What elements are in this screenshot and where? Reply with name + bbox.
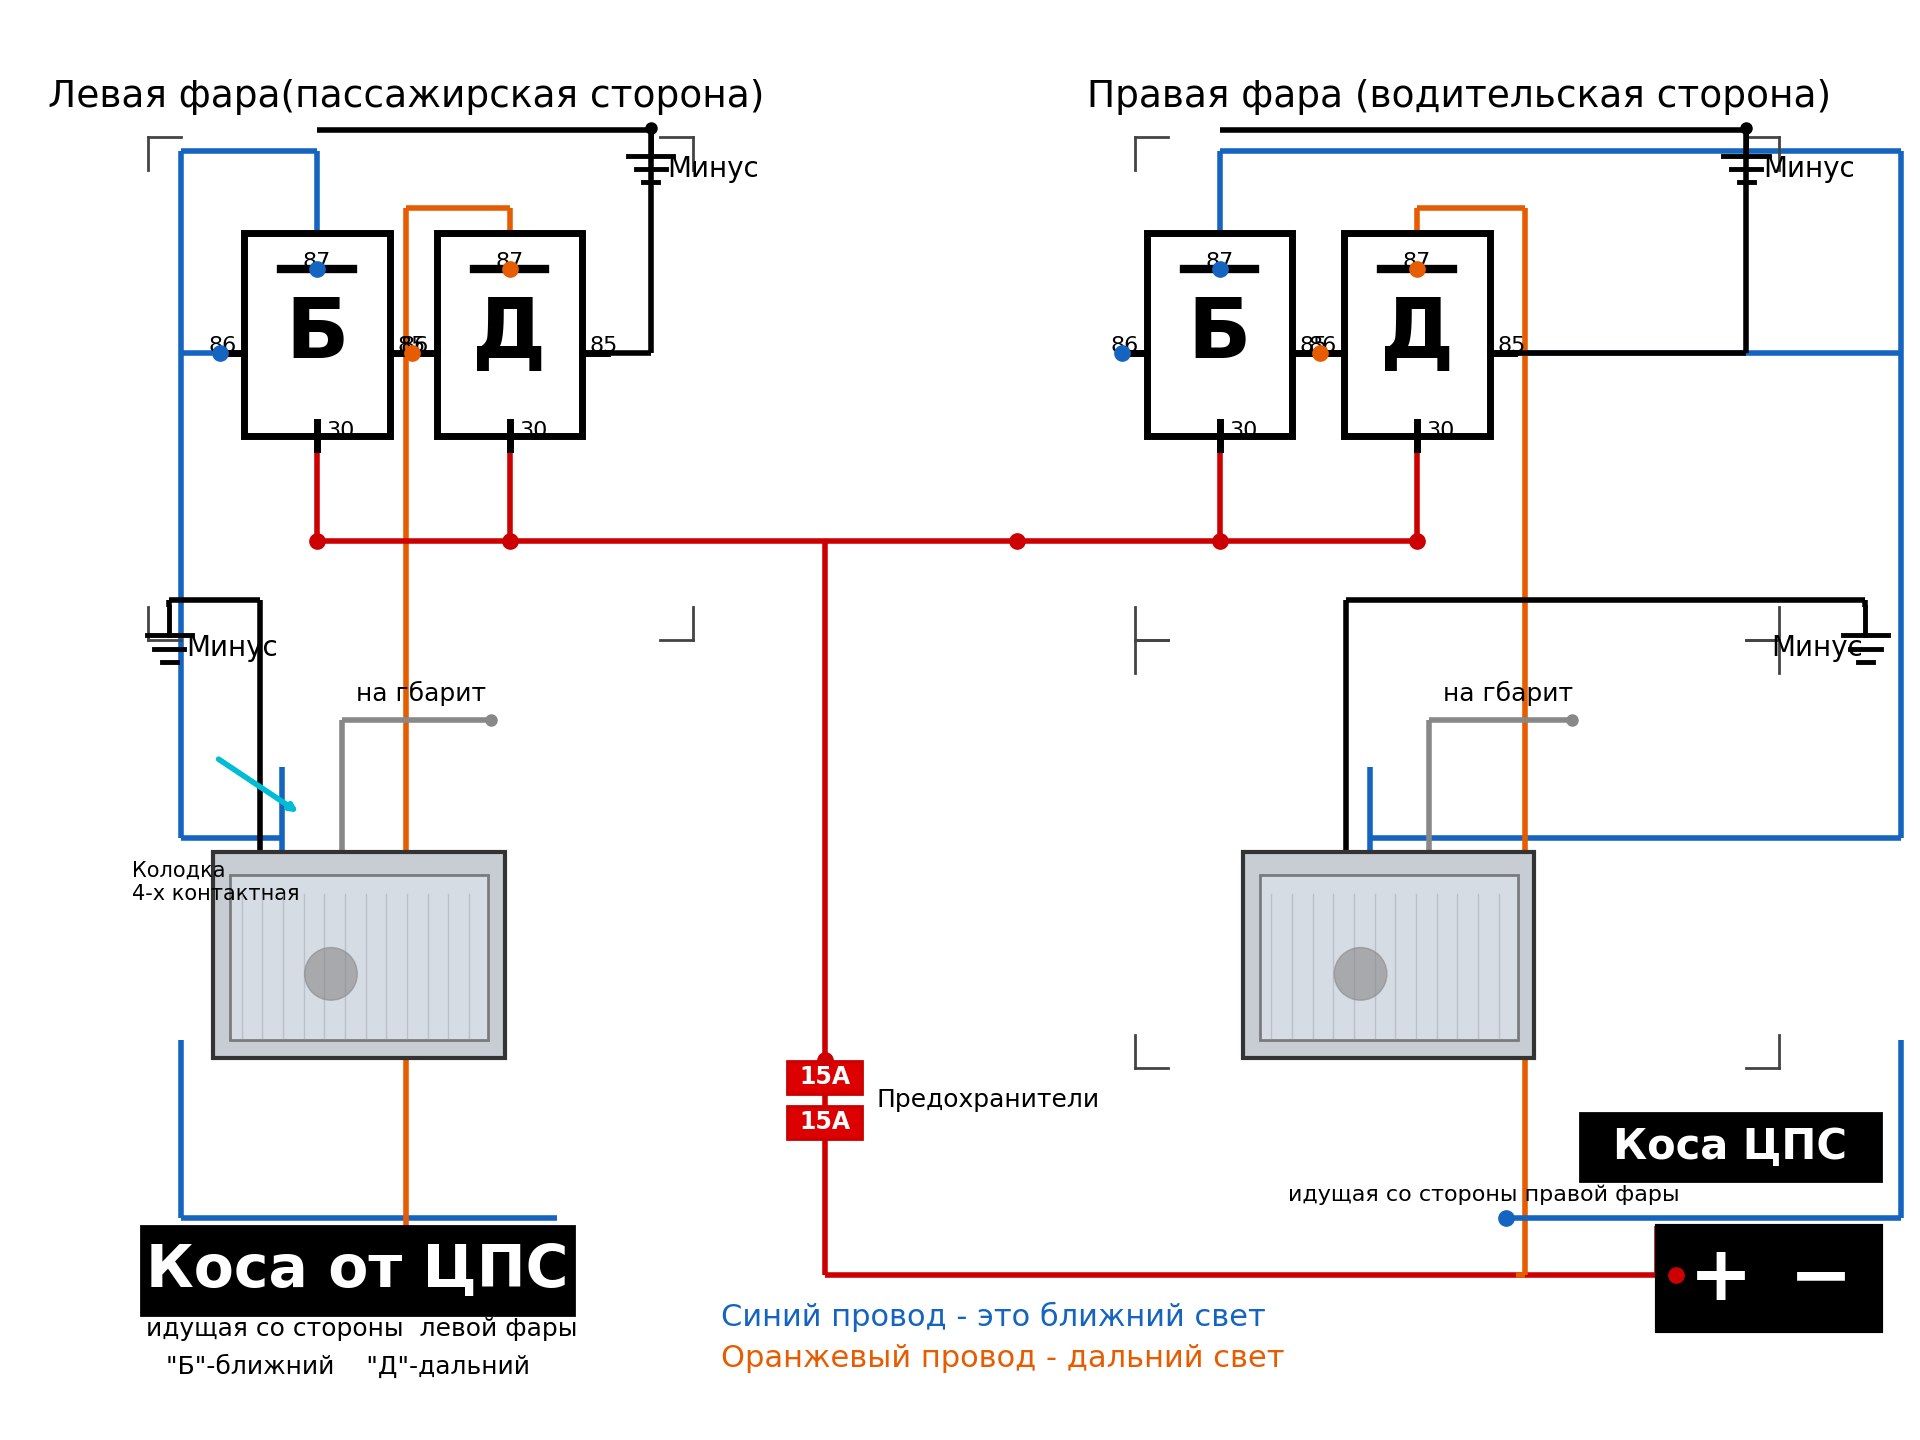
Text: Д: Д	[472, 294, 547, 374]
Text: Колодка
4-х контактная: Колодка 4-х контактная	[132, 861, 300, 904]
Text: на гбарит: на гбарит	[1444, 681, 1572, 706]
Text: 85: 85	[589, 337, 618, 356]
Text: 85: 85	[397, 337, 426, 356]
Text: 87: 87	[1404, 252, 1430, 272]
Text: 86: 86	[401, 337, 430, 356]
Text: Минус: Минус	[1772, 634, 1862, 662]
Text: Б: Б	[1188, 294, 1252, 374]
Text: −: −	[1789, 1241, 1853, 1316]
Bar	[1580, 1113, 1880, 1181]
Circle shape	[1334, 948, 1386, 1001]
Bar	[1260, 876, 1517, 1040]
Text: 87: 87	[303, 252, 330, 272]
Text: Минус: Минус	[186, 634, 278, 662]
Bar	[787, 1061, 862, 1094]
Circle shape	[305, 948, 357, 1001]
Text: Оранжевый провод - дальний свет: Оранжевый провод - дальний свет	[722, 1344, 1284, 1372]
Text: Правая фара (водительская сторона): Правая фара (водительская сторона)	[1087, 79, 1832, 115]
Text: 86: 86	[1308, 337, 1336, 356]
Text: Коса от ЦПС: Коса от ЦПС	[146, 1243, 568, 1299]
Bar	[1657, 1225, 1880, 1331]
Bar	[1242, 851, 1534, 1058]
Text: "Б"-ближний    "Д"-дальний: "Б"-ближний "Д"-дальний	[167, 1354, 530, 1378]
Text: 86: 86	[1112, 337, 1139, 356]
Text: на гбарит: на гбарит	[357, 681, 486, 706]
Bar	[436, 233, 582, 435]
Bar	[244, 233, 390, 435]
Text: 30: 30	[1229, 422, 1258, 441]
Text: Предохранители: Предохранители	[876, 1087, 1100, 1112]
Bar	[140, 1225, 574, 1315]
Text: 87: 87	[1206, 252, 1235, 272]
Text: Минус: Минус	[1763, 154, 1855, 183]
Text: Синий провод - это ближний свет: Синий провод - это ближний свет	[722, 1302, 1265, 1332]
Text: 15А: 15А	[799, 1110, 851, 1135]
Text: +: +	[1690, 1241, 1753, 1316]
Text: 85: 85	[1300, 337, 1329, 356]
Text: идущая со стороны правой фары: идущая со стороны правой фары	[1288, 1185, 1680, 1205]
Text: Минус: Минус	[668, 154, 758, 183]
Text: 15А: 15А	[799, 1066, 851, 1089]
Text: Коса ЦПС: Коса ЦПС	[1613, 1126, 1847, 1168]
Bar	[1344, 233, 1490, 435]
Text: Б: Б	[284, 294, 349, 374]
Text: 85: 85	[1498, 337, 1526, 356]
Text: 30: 30	[1427, 422, 1455, 441]
Bar	[213, 851, 505, 1058]
Text: 87: 87	[495, 252, 524, 272]
Bar	[787, 1106, 862, 1139]
Text: 30: 30	[518, 422, 547, 441]
Bar	[1146, 233, 1292, 435]
Text: Д: Д	[1380, 294, 1453, 374]
Text: Левая фара(пассажирская сторона): Левая фара(пассажирская сторона)	[48, 79, 764, 115]
Text: 86: 86	[207, 337, 236, 356]
Text: идущая со стороны  левой фары: идущая со стороны левой фары	[146, 1316, 578, 1341]
Text: 30: 30	[326, 422, 355, 441]
Bar	[230, 876, 488, 1040]
